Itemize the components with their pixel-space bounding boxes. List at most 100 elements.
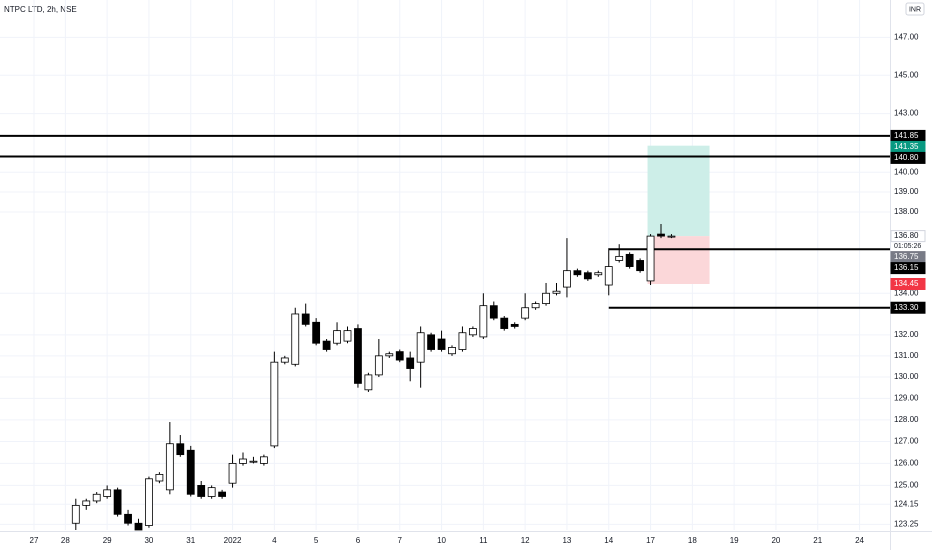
candle-body (416, 332, 425, 363)
candle-body (625, 253, 634, 267)
candle-body (218, 491, 227, 497)
y-tick-label: 138.00 (894, 207, 919, 216)
candle-body (458, 332, 467, 350)
y-tick-label: 129.00 (894, 393, 919, 402)
candle-body (636, 260, 644, 272)
candle-body (531, 303, 540, 309)
candle-body (312, 321, 321, 344)
x-tick-label: 27 (30, 536, 39, 545)
candle-body (354, 328, 362, 384)
price-tag (890, 277, 926, 290)
price-tag-label: 136.15 (894, 263, 919, 272)
y-tick-label: 126.00 (894, 459, 919, 468)
candle-body (322, 340, 331, 350)
candle-body (343, 330, 352, 342)
x-tick-label: 18 (688, 536, 697, 545)
x-tick-label: 13 (562, 536, 571, 545)
x-tick-label: 30 (144, 536, 153, 545)
x-tick-label: 29 (103, 536, 112, 545)
candle-body (155, 473, 164, 482)
x-tick-label: 11 (479, 536, 488, 545)
x-tick-label: 14 (604, 536, 613, 545)
price-tag (890, 151, 926, 164)
y-tick-label: 125.00 (894, 481, 919, 490)
candle-body (207, 487, 216, 497)
countdown: 01:05:26 (894, 243, 921, 250)
y-tick-label: 124.15 (894, 499, 919, 508)
candle-body (500, 317, 509, 329)
candle-body (583, 272, 592, 280)
price-tag-label: 140.80 (894, 153, 919, 162)
y-tick-label: 127.00 (894, 437, 919, 446)
x-tick-label: 2022 (224, 536, 242, 545)
candle-body (124, 513, 132, 524)
candle-body (249, 460, 258, 463)
candle-body (510, 323, 519, 327)
x-tick-label: 17 (646, 536, 655, 545)
candle-body (667, 235, 676, 238)
x-tick-label: 5 (314, 536, 319, 545)
y-tick-label: 145.00 (894, 70, 919, 79)
loss-zone (647, 236, 710, 284)
x-tick-label: 24 (855, 536, 864, 545)
candle-body (395, 351, 404, 361)
candle-body (615, 255, 624, 261)
x-tick-label: 31 (186, 536, 195, 545)
grid (0, 0, 890, 530)
price-tag-label: 136.75 (894, 252, 919, 261)
candle-body (270, 361, 279, 447)
candle-body (259, 456, 268, 464)
y-tick-label: 131.00 (894, 351, 919, 360)
candle-body (563, 270, 571, 288)
y-tick-label: 139.00 (894, 187, 919, 196)
candle-body (604, 266, 613, 286)
candle-body (82, 500, 91, 506)
price-tag-label: 134.45 (894, 279, 919, 288)
candle-body (134, 522, 143, 531)
candle-body (479, 305, 488, 338)
candle-body (406, 357, 415, 369)
y-tick-label: 140.00 (894, 167, 919, 176)
candle-body (385, 353, 394, 357)
candle-body (468, 328, 477, 336)
price-tag (890, 301, 926, 314)
candle-body (542, 292, 550, 304)
candle-body (103, 489, 112, 497)
currency-box[interactable] (905, 2, 925, 16)
price-tag-label: 133.30 (894, 303, 919, 312)
candle-body (364, 374, 373, 391)
candle-body (646, 235, 655, 282)
candle-body (594, 272, 603, 276)
candle-body (239, 458, 247, 464)
price-tag-label: 141.35 (894, 142, 919, 151)
y-tick-label: 130.00 (894, 372, 919, 381)
y-tick-label: 147.00 (894, 32, 919, 41)
profit-zone (647, 145, 710, 237)
candle-body (92, 493, 101, 502)
price-tag-label: 141.85 (894, 131, 919, 140)
x-tick-label: 28 (61, 536, 70, 545)
candle-body (552, 290, 561, 294)
y-tick-label: 128.00 (894, 415, 919, 424)
candle-body (228, 462, 237, 484)
x-tick-label: 20 (771, 536, 780, 545)
x-tick-label: 19 (730, 536, 739, 545)
x-tick-label: 7 (398, 536, 403, 545)
x-tick-label: 12 (521, 536, 530, 545)
candle-body (71, 504, 80, 524)
candle-body (176, 443, 185, 456)
price-tag-label: 136.80 (894, 231, 919, 240)
y-tick-label: 143.00 (894, 109, 919, 118)
candle-body (448, 347, 456, 355)
currency[interactable]: INR (909, 6, 921, 13)
chart-title: NTPC LTD, 2h, NSE (4, 5, 77, 14)
x-tick-label: 10 (437, 536, 446, 545)
candle-body (489, 305, 498, 319)
candle-body (333, 330, 341, 344)
candle-body (145, 478, 153, 526)
price-tag (890, 230, 926, 243)
candle-body (374, 355, 383, 376)
x-tick-label: 21 (813, 536, 822, 545)
